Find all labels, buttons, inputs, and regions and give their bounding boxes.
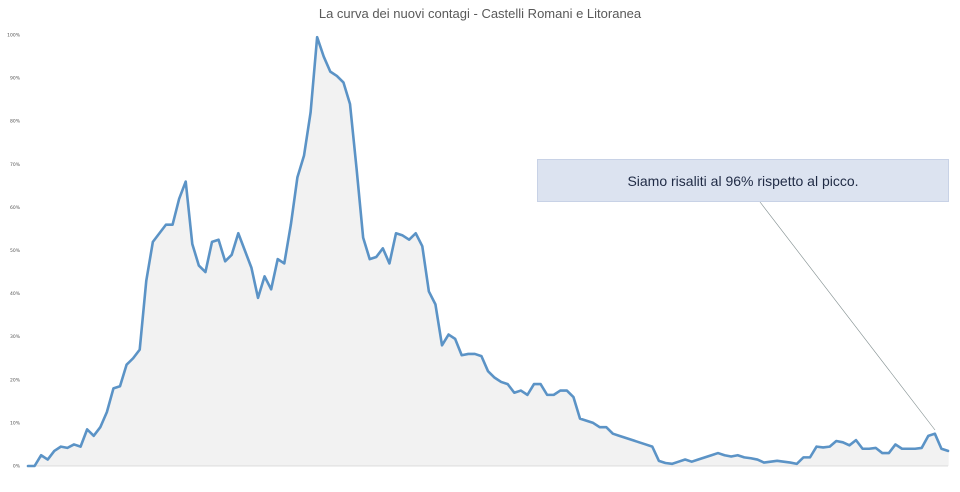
y-tick-label: 10% bbox=[10, 420, 21, 426]
annotation-text: Siamo risaliti al 96% rispetto al picco. bbox=[627, 172, 859, 189]
y-tick-label: 0% bbox=[13, 464, 21, 470]
y-tick-label: 40% bbox=[10, 291, 21, 297]
series-line bbox=[26, 35, 950, 468]
y-tick-label: 60% bbox=[10, 205, 21, 211]
annotation-callout: Siamo risaliti al 96% rispetto al picco. bbox=[537, 159, 949, 202]
area-fill bbox=[28, 37, 948, 467]
y-tick-label: 70% bbox=[10, 162, 21, 168]
chart-title: La curva dei nuovi contagi - Castelli Ro… bbox=[318, 6, 642, 21]
y-tick-label: 100% bbox=[7, 33, 21, 39]
y-tick-label: 90% bbox=[10, 76, 21, 82]
y-tick-label: 30% bbox=[10, 334, 21, 340]
y-tick-label: 50% bbox=[10, 248, 21, 254]
annotation-pointer-line bbox=[759, 201, 936, 431]
y-tick-label: 80% bbox=[10, 119, 21, 125]
y-axis: 0% 10% 20% 30% 40% 50% 60% 70% 80% 90% 100% bbox=[7, 33, 21, 470]
y-tick-label: 20% bbox=[10, 377, 21, 383]
